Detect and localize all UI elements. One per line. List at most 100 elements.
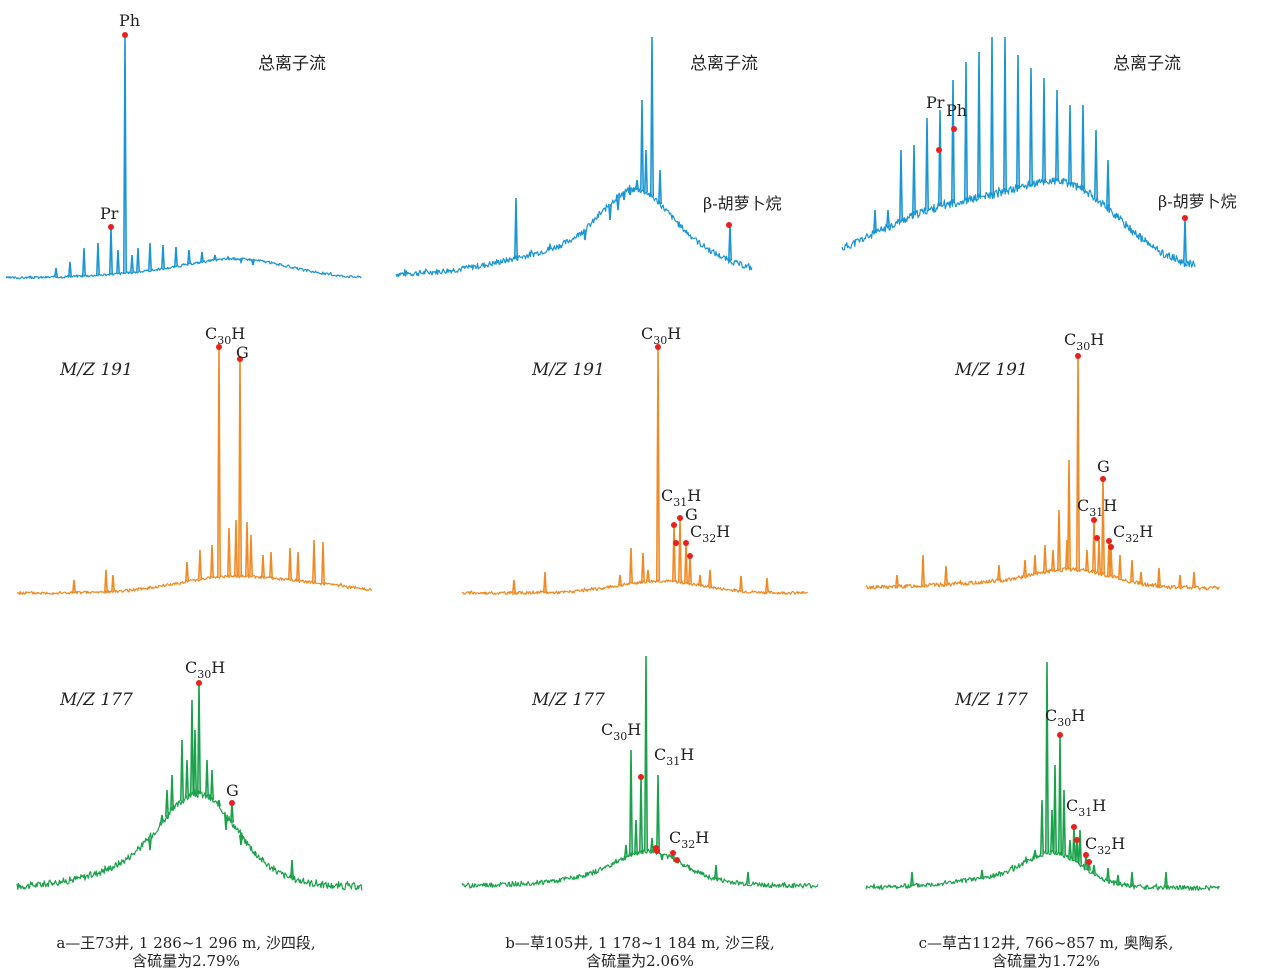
peak-tic-b-8	[616, 196, 620, 211]
peak-label-c30h-191c: C30H	[1064, 330, 1104, 353]
peak-tic-a-9	[187, 249, 191, 265]
peak-m177-c-6	[1072, 826, 1076, 861]
peak-tic-c-7	[1042, 77, 1046, 183]
caption-a-line2: 含硫量为2.79%	[132, 952, 240, 970]
peak-tic-a-16	[116, 249, 120, 274]
caption-b-line1: b—草105井, 1 178~1 184 m, 沙三段,	[505, 934, 775, 952]
row-label-m191-c: M/Z 191	[954, 360, 1028, 380]
trace-m177-a	[16, 788, 363, 891]
peak-marker-m191-b-5	[687, 553, 693, 559]
peak-label-g-177a: G	[226, 781, 239, 800]
peak-m191-b-8	[698, 574, 702, 586]
peak-tic-c-1	[1003, 36, 1007, 192]
peak-m191-c-17	[1130, 559, 1134, 582]
peak-m191-a-15	[111, 574, 115, 592]
peak-m191-c-1	[1101, 478, 1105, 575]
peak-m191-c-7	[1057, 509, 1061, 571]
row-label-tic-c: 总离子流	[1113, 54, 1181, 74]
trace-m177-b	[461, 848, 819, 889]
peak-marker-m191-b-3	[673, 540, 679, 546]
peak-marker-m177-b-3	[670, 850, 676, 856]
trace-m191-a	[16, 574, 372, 595]
peak-tic-c-9	[1055, 89, 1059, 182]
peak-label-c32h-177b: C32H	[669, 828, 709, 851]
peak-tic-a-4	[68, 261, 72, 277]
peak-m191-b-4	[688, 555, 692, 584]
peak-m191-b-9	[708, 569, 712, 588]
peak-m177-a-0	[197, 682, 201, 795]
peak-m177-c-19	[980, 869, 984, 879]
peak-m191-c-9	[1065, 539, 1069, 570]
peak-tic-c-4	[964, 61, 968, 201]
peak-m191-a-17	[269, 551, 273, 579]
peak-marker-tic-a-0	[122, 32, 128, 38]
peak-m191-b-14	[739, 575, 743, 592]
peak-tic-a-17	[130, 254, 134, 273]
peak-marker-tic-c-0	[936, 147, 942, 153]
peak-m177-a-13	[148, 836, 152, 851]
peak-m177-c-0	[1045, 661, 1049, 854]
peak-tic-a-3	[82, 247, 86, 276]
trace-m177-c	[865, 849, 1221, 891]
peak-label-c31h-191b: C31H	[661, 486, 701, 509]
peak-tic-c-0	[990, 36, 994, 195]
peak-m177-c-8	[1078, 829, 1082, 865]
peak-marker-m191-a-1	[237, 356, 243, 362]
caption-c-line2: 含硫量为1.72%	[992, 952, 1100, 970]
peak-label-g-191a: G	[236, 343, 249, 362]
peak-marker-m191-c-5	[1108, 544, 1114, 550]
peak-m191-c-21	[1192, 571, 1196, 588]
peak-tic-a-2	[96, 242, 100, 276]
peak-marker-m177-b-4	[674, 857, 680, 863]
peak-m191-c-16	[997, 564, 1001, 581]
peak-tic-a-7	[161, 244, 165, 269]
peak-m191-c-15	[944, 565, 948, 585]
peak-m191-b-10	[543, 571, 547, 593]
peak-m177-b-4	[634, 819, 638, 854]
peak-m177-c-11	[1068, 839, 1072, 859]
peak-m177-b-15	[698, 870, 702, 874]
peak-m191-a-16	[72, 579, 76, 593]
peak-label-c30h-177c: C30H	[1045, 706, 1085, 729]
peak-tic-c-8	[938, 109, 942, 207]
peak-marker-m177-a-1	[229, 800, 235, 806]
peak-m177-a-12	[224, 814, 228, 831]
peak-marker-m191-b-2	[677, 515, 683, 521]
peak-m191-c-12	[1033, 554, 1037, 575]
peak-m177-b-16	[714, 864, 718, 880]
peak-m177-b-5	[624, 844, 628, 858]
peak-m191-b-13	[618, 574, 622, 586]
caption-c-line1: c—草古112井, 766~857 m, 奥陶系,	[918, 934, 1174, 952]
peak-m177-c-2	[1053, 764, 1057, 853]
peak-m177-b-0	[644, 655, 648, 852]
peak-tic-c-13	[912, 144, 916, 216]
peak-tic-a-13	[239, 258, 243, 265]
trace-tic-b	[395, 184, 753, 278]
peak-m191-a-6	[198, 549, 202, 580]
peak-m177-c-3	[1062, 789, 1066, 856]
peak-m177-a-6	[180, 739, 184, 801]
row-label-m177-c: M/Z 177	[954, 690, 1028, 710]
peak-tic-b-9	[608, 203, 612, 221]
peak-tic-c-2	[977, 51, 981, 198]
trace-m191-b	[461, 579, 809, 596]
peak-tic-a-12	[226, 255, 230, 260]
peak-m177-a-10	[160, 814, 164, 823]
peak-label-pr-c: Pr	[926, 93, 945, 112]
peak-label-c31h-177b: C31H	[654, 745, 694, 768]
peak-m177-a-2	[193, 729, 197, 795]
peak-label-c31h-177c: C31H	[1066, 796, 1106, 819]
peak-m177-b-14	[688, 867, 692, 872]
peak-tic-c-15	[899, 149, 903, 222]
peak-m191-c-22	[895, 574, 899, 587]
marker-layer	[108, 32, 1188, 865]
peak-marker-m177-c-3	[1083, 852, 1089, 858]
peak-tic-b-3	[635, 179, 639, 190]
peak-tic-c-16	[886, 209, 890, 228]
peak-marker-tic-c-1	[951, 126, 957, 132]
trace-tic-a	[5, 257, 362, 280]
peak-m191-a-10	[321, 541, 325, 584]
peak-tic-a-0	[123, 34, 127, 274]
row-label-m191-b: M/Z 191	[531, 360, 605, 380]
peak-tic-b-10	[728, 224, 732, 261]
